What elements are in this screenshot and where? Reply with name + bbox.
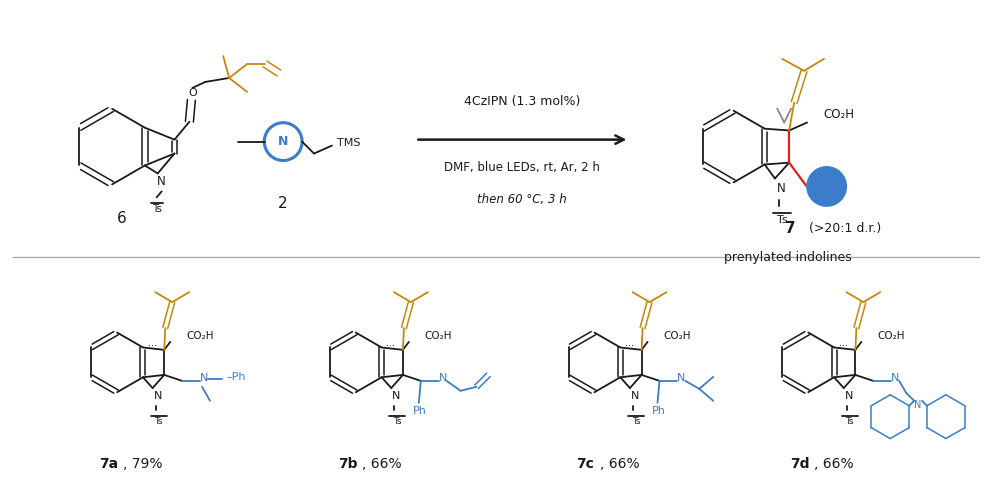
Text: then 60 °C, 3 h: then 60 °C, 3 h bbox=[477, 193, 566, 206]
Text: 4CzIPN (1.3 mol%): 4CzIPN (1.3 mol%) bbox=[463, 95, 580, 108]
Text: 6: 6 bbox=[117, 211, 127, 225]
Text: (>20:1 d.r.): (>20:1 d.r.) bbox=[806, 221, 882, 234]
Text: , 66%: , 66% bbox=[362, 457, 402, 471]
Text: DMF, blue LEDs, rt, Ar, 2 h: DMF, blue LEDs, rt, Ar, 2 h bbox=[443, 161, 600, 174]
Text: , 66%: , 66% bbox=[600, 457, 640, 471]
Text: Ts: Ts bbox=[152, 204, 162, 214]
Circle shape bbox=[807, 167, 845, 205]
Text: Ts: Ts bbox=[155, 417, 163, 426]
Text: O: O bbox=[188, 88, 196, 98]
Text: N: N bbox=[844, 391, 853, 401]
Text: prenylated indolines: prenylated indolines bbox=[724, 252, 852, 265]
Text: 7: 7 bbox=[786, 220, 796, 235]
Text: CO₂H: CO₂H bbox=[823, 108, 854, 121]
Text: , 66%: , 66% bbox=[814, 457, 854, 471]
Text: ···: ··· bbox=[839, 341, 848, 351]
Text: 7a: 7a bbox=[99, 457, 118, 471]
Text: N: N bbox=[777, 182, 786, 195]
Text: N: N bbox=[199, 373, 208, 383]
Text: Ph: Ph bbox=[652, 406, 666, 416]
Text: N: N bbox=[278, 135, 289, 148]
Text: Ph: Ph bbox=[413, 406, 427, 416]
Text: CO₂H: CO₂H bbox=[186, 331, 213, 341]
Text: ···: ··· bbox=[387, 341, 396, 351]
Text: N: N bbox=[821, 180, 832, 193]
Text: ···: ··· bbox=[148, 341, 157, 351]
Text: N: N bbox=[158, 175, 166, 188]
Text: Ts: Ts bbox=[632, 417, 640, 426]
Text: , 79%: , 79% bbox=[123, 457, 163, 471]
Text: N: N bbox=[891, 373, 900, 383]
Text: Ts: Ts bbox=[777, 215, 788, 225]
Text: N: N bbox=[154, 391, 162, 401]
Text: ···: ··· bbox=[625, 341, 634, 351]
Text: N: N bbox=[631, 391, 639, 401]
Text: Ts: Ts bbox=[393, 417, 402, 426]
Text: 7c: 7c bbox=[576, 457, 594, 471]
Text: Ts: Ts bbox=[845, 417, 854, 426]
Text: TMS: TMS bbox=[337, 138, 360, 148]
Text: N: N bbox=[438, 373, 446, 383]
Text: N: N bbox=[915, 400, 922, 410]
Text: CO₂H: CO₂H bbox=[425, 331, 452, 341]
Text: N: N bbox=[392, 391, 401, 401]
Text: –Ph: –Ph bbox=[227, 372, 246, 382]
Text: 7b: 7b bbox=[338, 457, 357, 471]
Text: 7d: 7d bbox=[791, 457, 809, 471]
Text: CO₂H: CO₂H bbox=[877, 331, 905, 341]
Text: 2: 2 bbox=[279, 196, 288, 211]
Text: N: N bbox=[678, 373, 685, 383]
Text: CO₂H: CO₂H bbox=[664, 331, 691, 341]
